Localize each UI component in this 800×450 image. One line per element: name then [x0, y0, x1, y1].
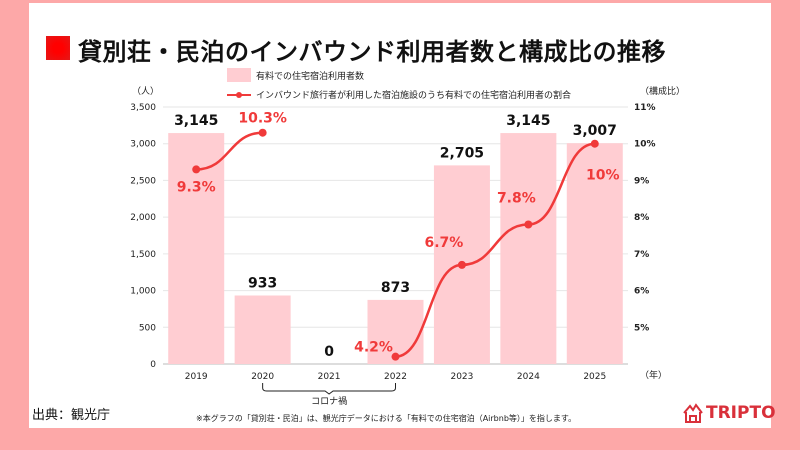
y-tick-right: 6%: [634, 287, 649, 297]
x-tick: 2021: [318, 372, 341, 382]
y-tick-right: 9%: [634, 176, 649, 186]
y-axis-right-label: （構成比）: [640, 85, 685, 97]
bar: [566, 143, 623, 364]
logo-text: TRIPTO: [706, 403, 776, 423]
bar: [234, 295, 291, 364]
house-logo-icon: [683, 403, 703, 423]
y-tick-left: 2,500: [130, 176, 156, 186]
ratio-line: [196, 131, 263, 171]
y-tick-right: 7%: [634, 250, 649, 260]
bar-value-label: 3,145: [506, 113, 550, 129]
ratio-point: [590, 139, 599, 148]
ratio-label: 10%: [586, 168, 620, 184]
legend-bar-swatch: [227, 68, 251, 82]
x-tick: 2019: [185, 372, 208, 382]
y-tick-left: 1,000: [130, 287, 156, 297]
bar-value-label: 3,145: [174, 113, 218, 129]
page-title: 貸別荘・民泊のインバウンド利用者数と構成比の推移: [78, 38, 666, 66]
x-tick: 2025: [583, 372, 606, 382]
x-tick: 2023: [450, 372, 473, 382]
ratio-point: [192, 165, 201, 174]
legend-bar-label: 有料での住宅宿泊利用者数: [256, 70, 364, 82]
x-axis-label: （年）: [640, 369, 667, 381]
ratio-label: 7.8%: [497, 190, 536, 206]
legend-line-label: インバウンド旅行者が利用した宿泊施設のうち有料での住宅宿泊利用者の割合: [256, 89, 571, 101]
source-label: 出典：観光庁: [32, 408, 111, 423]
logo: TRIPTO: [682, 402, 776, 424]
bar: [500, 133, 557, 364]
corona-bracket: [262, 383, 396, 395]
ratio-label: 10.3%: [238, 111, 287, 127]
x-tick: 2024: [517, 372, 540, 382]
y-tick-right: 10%: [634, 140, 656, 150]
legend-line-marker: [236, 92, 242, 98]
ratio-point: [391, 352, 400, 361]
ratio-line: [395, 142, 595, 358]
y-tick-left: 500: [139, 323, 156, 333]
ratio-point: [524, 220, 533, 229]
ratio-label: 9.3%: [177, 179, 216, 195]
bar-value-label: 2,705: [440, 145, 484, 161]
y-axis-left-label: （人）: [132, 86, 159, 97]
y-tick-right: 11%: [634, 103, 656, 113]
title-marker-icon: [46, 36, 70, 60]
ratio-label: 4.2%: [354, 340, 393, 356]
bar-value-label: 933: [248, 275, 277, 291]
y-tick-left: 2,000: [130, 213, 156, 223]
y-tick-left: 3,000: [130, 140, 156, 150]
y-tick-right: 8%: [634, 213, 649, 223]
ratio-point: [258, 128, 267, 137]
footnote: ※本グラフの「貸別荘・民泊」は、観光庁データにおける「有料での住宅宿泊（Airb…: [196, 414, 577, 423]
bar-value-label: 3,007: [573, 123, 617, 139]
y-tick-right: 5%: [634, 323, 649, 333]
x-tick: 2020: [251, 372, 274, 382]
corona-annotation: コロナ禍: [311, 395, 347, 407]
bar-value-label: 873: [381, 280, 410, 296]
x-tick: 2022: [384, 372, 407, 382]
y-tick-left: 1,500: [130, 250, 156, 260]
bar-value-label: 0: [324, 344, 334, 360]
ratio-label: 6.7%: [425, 235, 464, 251]
y-tick-left: 3,500: [130, 103, 156, 113]
y-tick-left: 0: [150, 360, 156, 370]
ratio-point: [457, 260, 466, 269]
